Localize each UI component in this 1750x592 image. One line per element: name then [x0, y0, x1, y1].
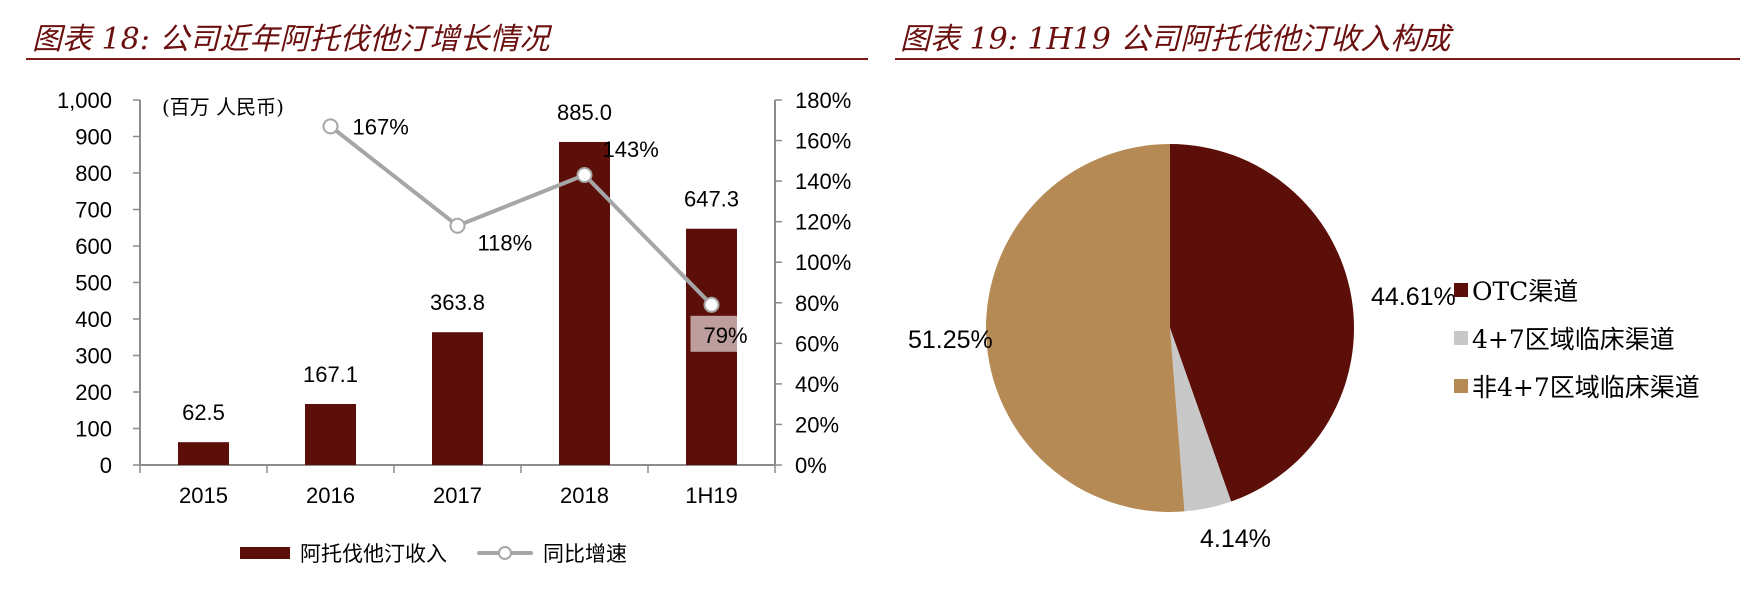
left-axis-tick-label: 1,000 [57, 88, 112, 113]
left-axis-tick-label: 900 [75, 125, 112, 150]
pie-legend-item-non47: 非4+7区域临床渠道 [1454, 362, 1700, 410]
left-axis-tick-label: 800 [75, 161, 112, 186]
left-chart-title: 图表 18: 公司近年阿托伐他汀增长情况 [32, 22, 550, 57]
legend-bar-swatch-icon [240, 547, 290, 559]
left-axis-tick-label: 100 [75, 417, 112, 442]
growth-marker-icon [449, 217, 466, 234]
legend-swatch-otc-icon [1454, 283, 1468, 297]
right-axis-tick-label: 20% [795, 412, 839, 437]
right-title-rule [895, 58, 1740, 60]
growth-value-label: 79% [704, 323, 748, 348]
right-axis-tick-label: 40% [795, 372, 839, 397]
left-title-rule [26, 58, 868, 60]
growth-value-label: 167% [353, 114, 409, 139]
revenue-bar [178, 442, 229, 465]
legend-label-47: 4+7区域临床渠道 [1472, 325, 1675, 354]
left-axis-tick-label: 500 [75, 271, 112, 296]
bar-value-label: 885.0 [557, 100, 612, 125]
right-axis-tick-label: 80% [795, 291, 839, 316]
legend-line-label: 同比增速 [543, 542, 627, 566]
revenue-bar [432, 332, 483, 465]
bar-value-label: 363.8 [430, 290, 485, 315]
left-axis-tick-label: 400 [75, 307, 112, 332]
legend-swatch-47-icon [1454, 331, 1468, 345]
left-axis-tick-label: 700 [75, 198, 112, 223]
unit-label: (百万 人民币) [162, 95, 284, 119]
growth-value-label: 118% [478, 231, 533, 256]
x-axis-category-label: 2016 [306, 483, 355, 508]
bar-value-label: 167.1 [303, 362, 358, 387]
x-axis-category-label: 2015 [179, 483, 228, 508]
right-axis-tick-label: 120% [795, 210, 851, 235]
right-axis-tick-label: 180% [795, 88, 851, 113]
left-axis-tick-label: 600 [75, 234, 112, 259]
right-y-axis: 0% 20% 40% 60% 80% 100% 120% 140% 160% 180% [774, 88, 851, 478]
legend-bar-label: 阿托伐他汀收入 [300, 542, 447, 566]
x-axis-category-label: 2018 [560, 483, 609, 508]
right-axis-tick-label: 140% [795, 169, 851, 194]
pie-label-otc: 44.61% [1371, 283, 1456, 311]
growth-line: 167% 118% 143% 79% [322, 114, 759, 352]
x-axis: 2015 2016 2017 2018 1H19 [139, 464, 776, 508]
pie-slice [986, 144, 1185, 512]
pie-label-non47: 51.25% [908, 326, 993, 354]
revenue-bar [305, 404, 356, 465]
left-axis-tick-label: 200 [75, 380, 112, 405]
pie-legend: OTC渠道 4+7区域临床渠道 非4+7区域临床渠道 [1454, 266, 1700, 410]
x-axis-category-label: 1H19 [685, 483, 738, 508]
pie-label-47: 4.14% [1200, 525, 1271, 553]
left-y-axis: 0 100 200 300 400 500 600 700 800 900 1,000 [57, 88, 141, 478]
pie-slice [1170, 328, 1232, 512]
legend-label-otc: OTC渠道 [1472, 277, 1579, 306]
pie-legend-item-otc: OTC渠道 [1454, 266, 1700, 314]
bar-value-label: 647.3 [684, 187, 739, 212]
revenue-growth-combo-chart: 0 100 200 300 400 500 600 700 800 900 1,000 0% 20% 4… [57, 88, 851, 508]
pie-slice [1170, 144, 1354, 502]
legend-line-marker-icon [477, 545, 533, 561]
right-axis-tick-label: 0% [795, 453, 827, 478]
bar-value-label: 62.5 [182, 400, 225, 425]
growth-value-label: 143% [603, 137, 659, 162]
growth-marker-icon [576, 167, 593, 184]
right-axis-tick-label: 60% [795, 331, 839, 356]
legend-label-non47: 非4+7区域临床渠道 [1472, 373, 1700, 402]
right-chart-title: 图表 19: 1H19 公司阿托伐他汀收入构成 [900, 22, 1451, 57]
legend-swatch-non47-icon [1454, 379, 1468, 393]
right-axis-tick-label: 100% [795, 250, 851, 275]
left-axis-tick-label: 300 [75, 344, 112, 369]
right-axis-tick-label: 160% [795, 129, 851, 154]
growth-marker-icon [322, 118, 339, 135]
pie-legend-item-47: 4+7区域临床渠道 [1454, 314, 1700, 362]
revenue-bars: 62.5 167.1 363.8 885.0 647.3 [178, 100, 739, 465]
x-axis-category-label: 2017 [433, 483, 482, 508]
left-legend: 阿托伐他汀收入 同比增速 [240, 538, 627, 568]
growth-marker-icon [703, 296, 720, 313]
revenue-bar [559, 141, 610, 465]
left-axis-tick-label: 0 [100, 453, 112, 478]
